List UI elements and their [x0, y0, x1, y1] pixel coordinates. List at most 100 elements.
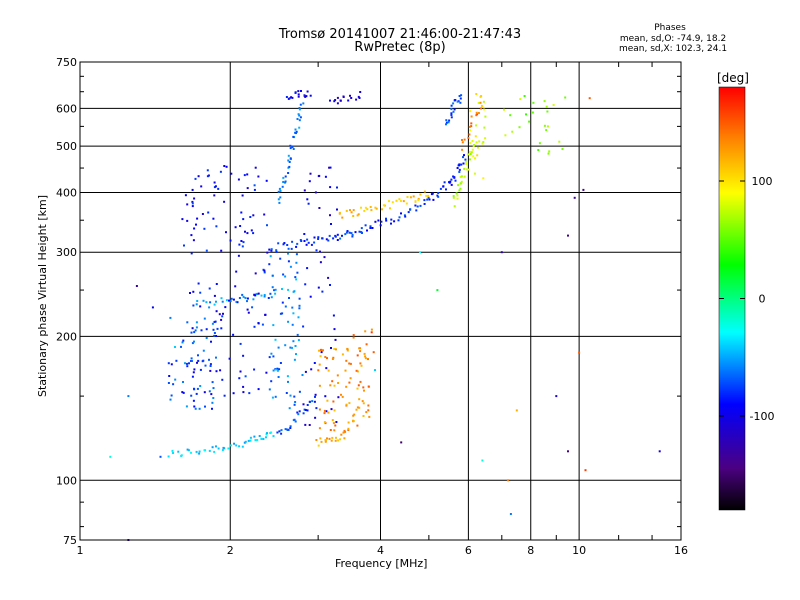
data-point — [456, 167, 459, 169]
data-point — [230, 444, 233, 447]
data-point — [200, 185, 203, 188]
data-point — [531, 111, 534, 114]
data-point — [181, 391, 184, 394]
data-point — [308, 424, 311, 426]
data-point — [303, 240, 306, 242]
data-point — [297, 95, 300, 98]
x-tick-label: 6 — [465, 544, 472, 557]
data-point — [480, 95, 483, 97]
data-point — [465, 160, 467, 163]
data-point — [458, 163, 461, 166]
data-point — [240, 211, 243, 214]
data-point — [203, 227, 206, 230]
data-point — [190, 234, 193, 237]
data-point — [339, 99, 342, 102]
data-point — [347, 427, 350, 430]
data-point — [552, 104, 555, 106]
data-point — [306, 404, 309, 406]
data-point — [275, 250, 278, 253]
data-point — [427, 196, 430, 199]
data-point — [278, 201, 281, 204]
data-point — [213, 181, 216, 184]
data-point — [346, 348, 349, 351]
data-point — [266, 432, 268, 435]
data-point — [347, 421, 350, 424]
data-point — [212, 328, 215, 331]
data-point — [256, 293, 259, 296]
data-point — [315, 249, 318, 252]
data-point — [327, 276, 330, 279]
phase-stat-x: mean, sd,X: 102.3, 24.1 — [618, 44, 728, 54]
data-point — [263, 271, 266, 274]
data-point — [210, 340, 212, 343]
data-point — [217, 447, 220, 450]
data-point — [404, 215, 407, 218]
data-point — [337, 382, 340, 384]
data-point — [324, 356, 327, 358]
data-point — [333, 384, 336, 387]
data-point — [273, 289, 275, 292]
data-point — [481, 459, 484, 462]
data-point — [212, 217, 215, 220]
data-point — [323, 256, 326, 259]
data-point — [437, 192, 440, 194]
data-point — [289, 144, 292, 147]
data-point — [318, 207, 321, 209]
data-point — [197, 282, 200, 285]
data-point — [327, 369, 330, 372]
data-point — [193, 331, 196, 334]
data-point — [361, 232, 363, 234]
data-point — [360, 206, 362, 209]
data-point — [191, 342, 194, 345]
data-point — [330, 347, 332, 349]
data-point — [238, 445, 241, 448]
data-point — [331, 358, 334, 360]
data-point — [290, 247, 293, 250]
data-point — [192, 239, 195, 242]
data-point — [284, 181, 286, 184]
data-point — [224, 306, 227, 309]
data-point — [341, 234, 343, 237]
data-point — [187, 449, 190, 452]
data-point — [288, 165, 291, 168]
data-point — [292, 419, 295, 422]
data-point — [151, 306, 154, 309]
x-tick-label: 16 — [674, 544, 688, 557]
data-point — [220, 249, 223, 252]
data-point — [213, 334, 216, 337]
data-point — [459, 97, 462, 100]
data-point — [220, 327, 223, 330]
data-point — [215, 300, 217, 303]
data-point — [225, 299, 228, 302]
data-point — [511, 130, 514, 133]
data-point — [306, 198, 309, 201]
data-point — [174, 346, 176, 348]
data-point — [367, 385, 370, 388]
data-point — [175, 359, 178, 362]
data-point — [227, 447, 230, 450]
data-point — [279, 312, 282, 315]
data-point — [470, 115, 473, 118]
data-point — [307, 202, 310, 205]
data-point — [452, 175, 455, 178]
data-point — [190, 252, 193, 255]
data-point — [336, 96, 339, 99]
data-point — [330, 439, 333, 442]
data-point — [294, 401, 297, 403]
data-point — [298, 126, 301, 129]
data-point — [314, 393, 317, 396]
data-point — [268, 356, 271, 359]
data-point — [216, 327, 219, 330]
data-point — [318, 384, 321, 387]
data-point — [419, 193, 422, 196]
data-point — [283, 242, 286, 244]
data-point — [370, 328, 373, 331]
data-point — [207, 211, 210, 214]
data-point — [246, 300, 248, 303]
data-point — [308, 180, 311, 183]
data-point — [480, 104, 483, 107]
data-point — [405, 202, 408, 205]
data-point — [238, 243, 241, 246]
data-point — [395, 199, 398, 202]
data-point — [369, 225, 372, 228]
